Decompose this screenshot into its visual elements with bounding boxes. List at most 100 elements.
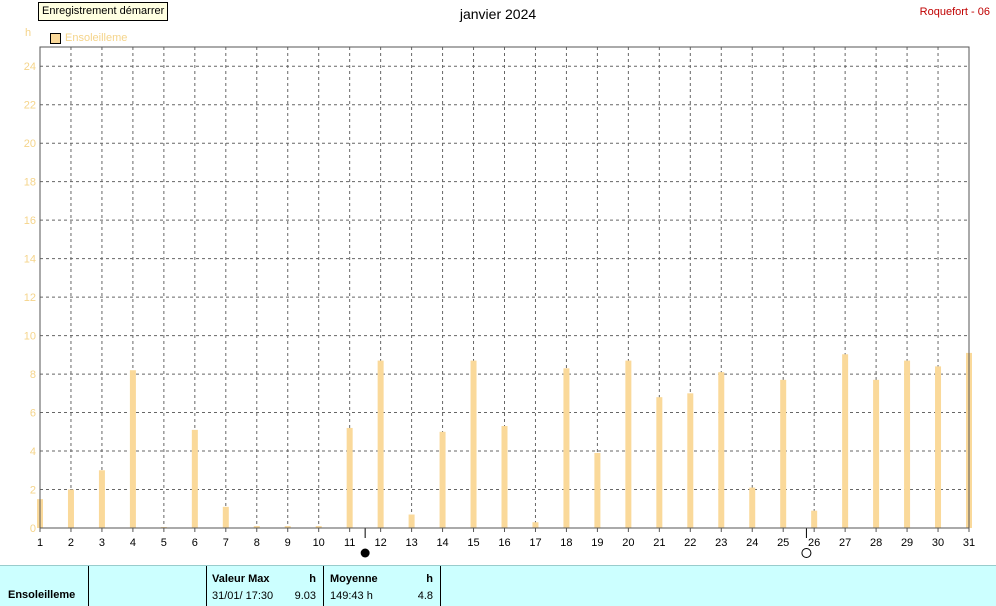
y-tick-label: 24 xyxy=(24,61,36,73)
y-tick-label: 20 xyxy=(24,138,36,150)
max-date: 31/01/ 17:30 xyxy=(212,590,274,602)
x-tick-label: 4 xyxy=(130,537,136,549)
x-tick-label: 7 xyxy=(223,537,229,549)
max-unit: h xyxy=(309,573,316,585)
bar-day-26 xyxy=(811,510,818,528)
mean-value: 4.8 xyxy=(417,590,433,602)
y-tick-label: 4 xyxy=(30,446,36,458)
moon-markers xyxy=(360,528,812,558)
y-tick-label: 6 xyxy=(30,408,36,420)
x-tick-label: 18 xyxy=(560,537,572,549)
y-tick-label: 22 xyxy=(24,100,36,112)
x-tick-label: 16 xyxy=(498,537,510,549)
summary-max-cell: Valeur Max h 31/01/ 17:30 9.03 xyxy=(207,566,324,606)
y-tick-label: 2 xyxy=(30,485,36,497)
y-tick-label: 10 xyxy=(24,331,36,343)
x-tick-label: 14 xyxy=(436,537,448,549)
x-tick-label: 5 xyxy=(161,537,167,549)
bar-day-7 xyxy=(222,506,229,528)
bar-day-17 xyxy=(532,522,539,528)
bar-day-11 xyxy=(346,427,353,528)
bar-day-29 xyxy=(904,360,911,528)
x-tick-label: 1 xyxy=(37,537,43,549)
bar-day-18 xyxy=(563,368,570,528)
bar-day-20 xyxy=(625,360,632,528)
x-tick-label: 3 xyxy=(99,537,105,549)
bar-day-4 xyxy=(129,370,136,528)
max-header: Valeur Max xyxy=(212,573,270,585)
bar-day-8 xyxy=(253,526,260,528)
bar-day-6 xyxy=(191,429,198,528)
bar-day-3 xyxy=(98,470,105,528)
x-tick-label: 30 xyxy=(932,537,944,549)
bar-day-22 xyxy=(687,393,694,528)
moon-phase-icon xyxy=(801,548,812,558)
y-tick-label: 18 xyxy=(24,177,36,189)
x-tick-label: 19 xyxy=(591,537,603,549)
x-tick-label: 20 xyxy=(622,537,634,549)
chart-title: janvier 2024 xyxy=(459,6,537,22)
summary-name: Ensoleilleme xyxy=(8,589,76,601)
bar-day-27 xyxy=(842,354,849,528)
bar-day-10 xyxy=(315,526,322,528)
x-tick-label: 27 xyxy=(839,537,851,549)
x-tick-label: 17 xyxy=(529,537,541,549)
y-unit-label: h xyxy=(25,27,32,39)
record-tooltip: Enregistrement démarrer xyxy=(38,2,169,21)
x-axis-ticks: 1 2 3 4 5 6 7 8 9 10 11 12 13 14 15 16 17 18 19 20 21 22 23 24 2… xyxy=(37,528,975,549)
bar-day-28 xyxy=(873,379,880,528)
x-tick-label: 9 xyxy=(285,537,291,549)
x-tick-label: 2 xyxy=(68,537,74,549)
max-value: 9.03 xyxy=(294,590,316,602)
bar-day-30 xyxy=(935,366,942,528)
x-tick-label: 10 xyxy=(313,537,325,549)
y-tick-label: 8 xyxy=(30,369,36,381)
x-tick-label: 11 xyxy=(344,537,355,549)
total-value: 149:43 h xyxy=(330,590,373,602)
x-tick-label: 8 xyxy=(254,537,260,549)
bar-day-14 xyxy=(439,431,446,528)
legend: Ensoleilleme xyxy=(50,32,127,44)
bar-day-23 xyxy=(718,372,725,528)
x-tick-label: 29 xyxy=(901,537,913,549)
bar-day-12 xyxy=(377,360,384,528)
x-tick-label: 31 xyxy=(963,537,975,549)
x-tick-label: 26 xyxy=(808,537,820,549)
x-tick-label: 15 xyxy=(467,537,479,549)
plot-frame xyxy=(39,46,970,529)
bar-day-19 xyxy=(594,452,601,528)
bar-day-15 xyxy=(470,360,477,528)
legend-label: Ensoleilleme xyxy=(65,32,128,44)
x-tick-label: 28 xyxy=(870,537,882,549)
summary-blank-cell xyxy=(89,566,207,606)
bar-day-16 xyxy=(501,426,508,528)
summary-mean-cell: Moyenne h 149:43 h 4.8 xyxy=(324,566,441,606)
bar-day-9 xyxy=(284,526,291,528)
legend-swatch xyxy=(50,32,61,44)
mean-header: Moyenne xyxy=(330,573,378,585)
y-tick-label: 12 xyxy=(24,292,36,304)
summary-name-cell: Ensoleilleme xyxy=(0,566,89,606)
x-tick-label: 6 xyxy=(192,537,198,549)
y-tick-label: 14 xyxy=(24,254,36,266)
x-tick-label: 25 xyxy=(777,537,789,549)
x-tick-label: 24 xyxy=(746,537,758,549)
x-tick-label: 22 xyxy=(684,537,696,549)
bar-day-24 xyxy=(749,487,756,528)
x-tick-label: 21 xyxy=(653,537,665,549)
bar-day-2 xyxy=(67,489,74,528)
mean-unit: h xyxy=(426,573,433,585)
x-tick-label: 13 xyxy=(405,537,417,549)
moon-phase-icon xyxy=(360,548,370,558)
bar-day-13 xyxy=(408,514,415,528)
y-tick-label: 16 xyxy=(24,215,36,227)
bar-day-21 xyxy=(656,397,663,528)
x-tick-label: 12 xyxy=(375,537,387,549)
y-tick-label: 0 xyxy=(30,523,36,535)
bar-day-25 xyxy=(780,379,787,528)
summary-bar: Ensoleilleme Valeur Max h 31/01/ 17:30 9… xyxy=(0,565,996,606)
x-tick-label: 23 xyxy=(715,537,727,549)
station-name: Roquefort - 06 xyxy=(919,6,990,18)
